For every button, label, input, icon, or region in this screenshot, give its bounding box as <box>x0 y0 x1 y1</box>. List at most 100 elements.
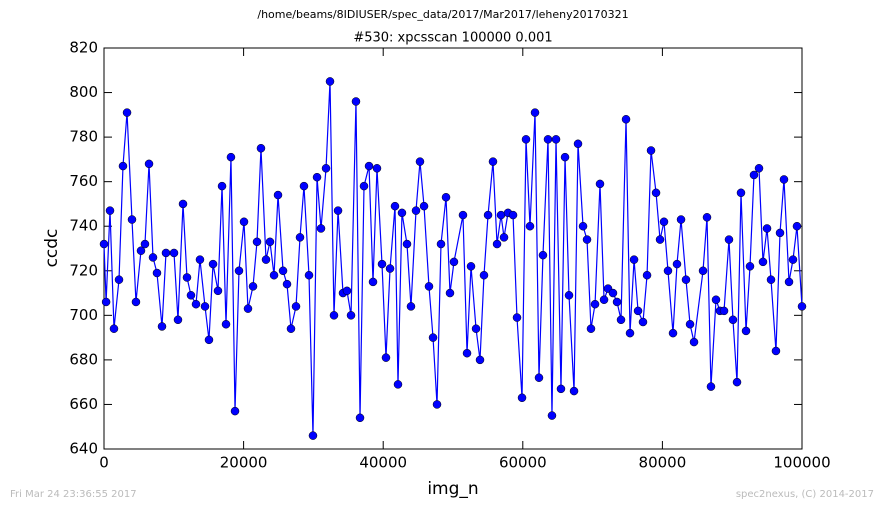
data-point <box>99 239 109 249</box>
x-tick-label: 60000 <box>499 454 547 472</box>
data-point <box>525 221 535 231</box>
data-point <box>779 175 789 184</box>
data-point <box>321 164 331 173</box>
data-point <box>415 157 425 166</box>
data-point <box>616 315 626 325</box>
data-point <box>564 291 574 300</box>
data-point <box>200 302 210 311</box>
x-tick-label: 100000 <box>773 454 830 472</box>
data-point <box>390 201 400 211</box>
y-tick-label: 700 <box>69 306 98 324</box>
data-point <box>351 97 361 106</box>
data-point <box>295 233 305 242</box>
data-point <box>449 257 459 267</box>
data-point <box>784 277 794 287</box>
data-point <box>728 315 738 325</box>
data-point <box>278 266 288 276</box>
x-tick-label: 80000 <box>639 454 687 472</box>
data-point <box>230 406 240 416</box>
data-point <box>792 221 802 231</box>
data-point <box>291 302 301 311</box>
y-tick-label: 760 <box>69 172 98 190</box>
data-point <box>101 297 111 307</box>
data-point <box>736 188 746 198</box>
data-point <box>226 152 236 162</box>
data-point <box>621 115 631 124</box>
data-point <box>595 179 605 189</box>
data-point <box>698 266 708 276</box>
data-point <box>629 255 639 264</box>
data-point <box>169 248 179 258</box>
data-point <box>178 199 188 209</box>
data-point <box>308 431 318 440</box>
data-point <box>775 228 785 238</box>
data-point <box>316 224 326 233</box>
data-point <box>530 108 540 117</box>
data-point <box>131 297 141 307</box>
data-point <box>325 77 335 86</box>
data-point <box>492 239 502 249</box>
data-point <box>663 266 673 276</box>
data-point <box>381 353 391 362</box>
data-point <box>173 315 183 325</box>
data-point <box>762 224 772 233</box>
data-point <box>221 319 231 329</box>
data-point <box>359 181 369 191</box>
data-point <box>445 288 455 298</box>
x-tick-label: 20000 <box>220 454 268 472</box>
data-point <box>749 170 759 180</box>
data-point <box>282 279 292 289</box>
data-point <box>517 393 527 403</box>
data-point <box>432 400 442 409</box>
data-point <box>329 311 339 320</box>
data-point <box>578 221 588 231</box>
data-point <box>372 164 382 173</box>
data-point <box>239 217 249 227</box>
x-tick-label: 0 <box>99 454 109 472</box>
data-point <box>642 270 652 280</box>
y-tick-label: 780 <box>69 128 98 146</box>
data-point <box>458 210 468 220</box>
data-point <box>208 259 218 269</box>
data-point <box>213 286 223 296</box>
data-point <box>754 164 764 173</box>
data-point <box>569 386 579 396</box>
data-point <box>299 181 309 191</box>
data-point <box>479 270 489 280</box>
data-point <box>612 297 622 307</box>
data-point <box>419 201 429 211</box>
data-point <box>140 239 150 249</box>
data-point <box>638 317 648 327</box>
data-point <box>724 235 734 244</box>
data-point <box>766 275 776 284</box>
chart-title: #530: xpcsscan 100000 0.001 <box>353 31 552 46</box>
data-point <box>508 210 518 220</box>
data-point <box>402 239 412 249</box>
data-point <box>105 206 115 215</box>
data-point <box>252 237 262 247</box>
data-point <box>368 277 378 287</box>
y-tick-label: 680 <box>69 350 98 368</box>
data-point <box>741 326 751 336</box>
data-point <box>114 275 124 284</box>
data-point <box>122 108 132 117</box>
data-point <box>118 161 128 171</box>
y-tick-label: 660 <box>69 395 98 413</box>
y-tick-label: 720 <box>69 261 98 279</box>
data-point <box>646 146 656 155</box>
data-point <box>475 355 485 365</box>
data-point <box>599 295 609 304</box>
suptitle: /home/beams/8IDIUSER/spec_data/2017/Mar2… <box>257 8 628 21</box>
data-point <box>436 239 446 249</box>
data-point <box>771 346 781 356</box>
data-point <box>148 253 158 262</box>
data-point <box>256 144 266 153</box>
data-point <box>672 259 682 269</box>
data-point <box>499 233 509 242</box>
data-point <box>109 324 119 333</box>
data-point <box>573 139 583 149</box>
data-point <box>521 135 531 144</box>
data-point <box>586 324 596 333</box>
data-point <box>265 237 275 247</box>
data-point <box>411 206 421 215</box>
